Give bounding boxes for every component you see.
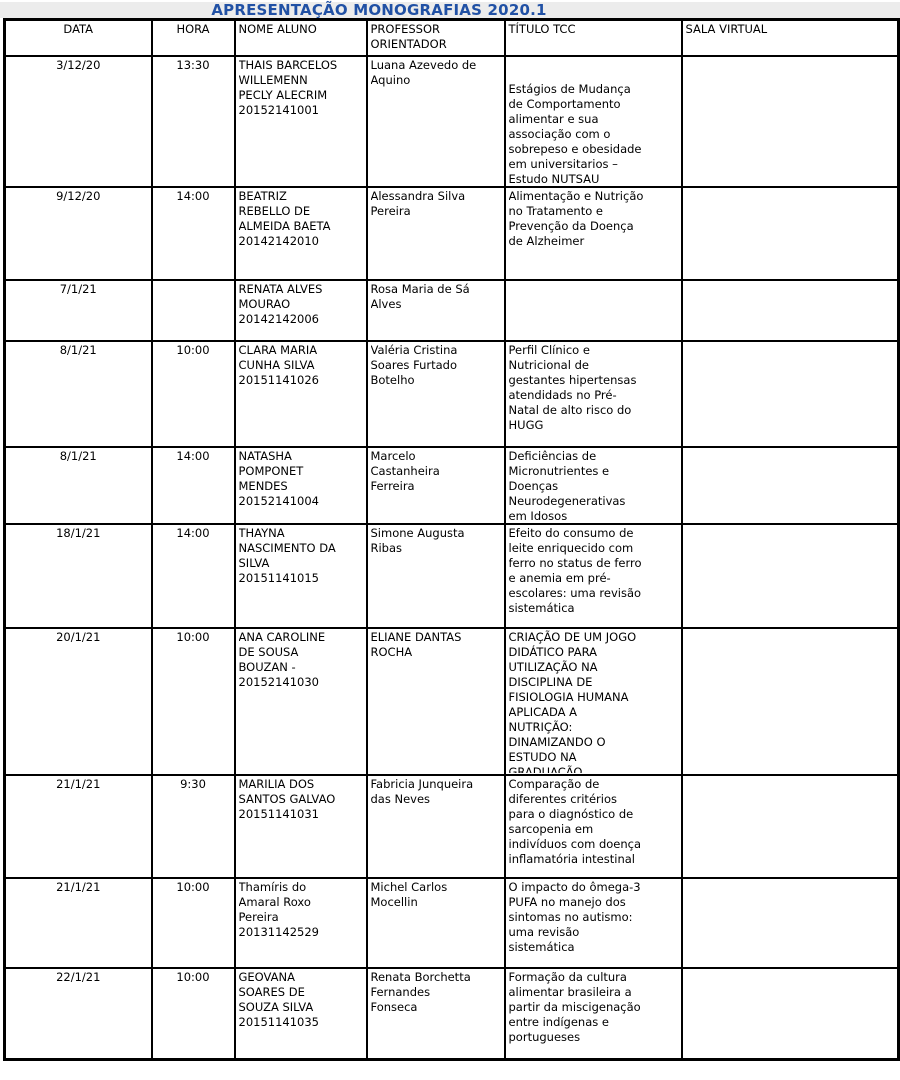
table-row: 22/1/21 10:00 GEOVANA SOARES DE SOUZA SI… xyxy=(3,967,900,1061)
cell-student: BEATRIZ REBELLO DE ALMEIDA BAETA 20142142… xyxy=(233,186,368,281)
cell-tcc-title: CRIAÇÃO DE UM JOGO DIDÁTICO PARA UTILIZA… xyxy=(503,627,683,776)
cell-tcc-title: O impacto do ômega-3 PUFA no manejo dos … xyxy=(503,877,683,969)
cell-student: RENATA ALVES MOURAO 20142142006 xyxy=(233,279,368,342)
cell-date: 22/1/21 xyxy=(3,967,153,1061)
cell-tcc-title: Alimentação e Nutrição no Tratamento e P… xyxy=(503,186,683,281)
cell-time xyxy=(150,279,236,342)
cell-time: 10:00 xyxy=(150,627,236,776)
cell-tcc-title: Deficiências de Micronutrientes e Doença… xyxy=(503,446,683,525)
cell-room xyxy=(680,627,900,776)
cell-advisor: Luana Azevedo de Aquino xyxy=(365,55,506,188)
table-row: 18/1/21 14:00 THAYNA NASCIMENTO DA SILVA… xyxy=(3,523,900,629)
cell-date: 9/12/20 xyxy=(3,186,153,281)
cell-room xyxy=(680,967,900,1061)
cell-tcc-title xyxy=(503,279,683,342)
cell-time: 13:30 xyxy=(150,55,236,188)
cell-student: CLARA MARIA CUNHA SILVA 20151141026 xyxy=(233,340,368,448)
table-header-row: DATA HORA NOME ALUNO PROFESSOR ORIENTADO… xyxy=(3,18,900,57)
cell-student: Thamíris do Amaral Roxo Pereira 201311425… xyxy=(233,877,368,969)
cell-date: 8/1/21 xyxy=(3,340,153,448)
cell-room xyxy=(680,279,900,342)
cell-time: 14:00 xyxy=(150,186,236,281)
cell-room xyxy=(680,774,900,879)
cell-room xyxy=(680,186,900,281)
cell-advisor: Fabricia Junqueira das Neves xyxy=(365,774,506,879)
header-data: DATA xyxy=(3,18,153,57)
cell-date: 21/1/21 xyxy=(3,774,153,879)
cell-student: THAIS BARCELOS WILLEMENN PECLY ALECRIM 20… xyxy=(233,55,368,188)
cell-room xyxy=(680,55,900,188)
cell-tcc-title: Comparação de diferentes critérios para … xyxy=(503,774,683,879)
cell-advisor: Rosa Maria de Sá Alves xyxy=(365,279,506,342)
cell-tcc-title: Perfil Clínico e Nutricional de gestante… xyxy=(503,340,683,448)
cell-student: NATASHA POMPONET MENDES 20152141004 xyxy=(233,446,368,525)
cell-time: 14:00 xyxy=(150,446,236,525)
cell-date: 21/1/21 xyxy=(3,877,153,969)
cell-tcc-title: Efeito do consumo de leite enriquecido c… xyxy=(503,523,683,629)
cell-time: 10:00 xyxy=(150,967,236,1061)
cell-room xyxy=(680,877,900,969)
table-row: 9/12/20 14:00 BEATRIZ REBELLO DE ALMEIDA… xyxy=(3,186,900,281)
cell-advisor: Marcelo Castanheira Ferreira xyxy=(365,446,506,525)
cell-date: 3/12/20 xyxy=(3,55,153,188)
cell-time: 10:00 xyxy=(150,340,236,448)
cell-time: 10:00 xyxy=(150,877,236,969)
cell-advisor: Michel Carlos Mocellin xyxy=(365,877,506,969)
cell-advisor: Simone Augusta Ribas xyxy=(365,523,506,629)
cell-student: THAYNA NASCIMENTO DA SILVA 20151141015 xyxy=(233,523,368,629)
cell-time: 14:00 xyxy=(150,523,236,629)
cell-date: 20/1/21 xyxy=(3,627,153,776)
header-sala-virtual: SALA VIRTUAL xyxy=(680,18,900,57)
page-title: APRESENTAÇÃO MONOGRAFIAS 2020.1 xyxy=(211,1,547,19)
header-professor-orientador: PROFESSOR ORIENTADOR xyxy=(365,18,506,57)
cell-date: 18/1/21 xyxy=(3,523,153,629)
cell-advisor: ELIANE DANTAS ROCHA xyxy=(365,627,506,776)
header-hora: HORA xyxy=(150,18,236,57)
cell-advisor: Alessandra Silva Pereira xyxy=(365,186,506,281)
monographs-schedule-table: DATA HORA NOME ALUNO PROFESSOR ORIENTADO… xyxy=(3,18,900,1061)
table-row: 20/1/21 10:00 ANA CAROLINE DE SOUSA BOUZ… xyxy=(3,627,900,776)
cell-student: MARILIA DOS SANTOS GALVAO 20151141031 xyxy=(233,774,368,879)
cell-room xyxy=(680,446,900,525)
cell-date: 8/1/21 xyxy=(3,446,153,525)
cell-time: 9:30 xyxy=(150,774,236,879)
table-row: 21/1/21 9:30 MARILIA DOS SANTOS GALVAO 20… xyxy=(3,774,900,879)
table-row: 8/1/21 10:00 CLARA MARIA CUNHA SILVA 2015… xyxy=(3,340,900,448)
table-row: 21/1/21 10:00 Thamíris do Amaral Roxo Pe… xyxy=(3,877,900,969)
cell-student: GEOVANA SOARES DE SOUZA SILVA 20151141035 xyxy=(233,967,368,1061)
table-row: 8/1/21 14:00 NATASHA POMPONET MENDES 2015… xyxy=(3,446,900,525)
cell-room xyxy=(680,340,900,448)
table-row: 7/1/21 RENATA ALVES MOURAO 20142142006 Ro… xyxy=(3,279,900,342)
table-row: 3/12/20 13:30 THAIS BARCELOS WILLEMENN P… xyxy=(3,55,900,188)
header-titulo-tcc: TÍTULO TCC xyxy=(503,18,683,57)
cell-date: 7/1/21 xyxy=(3,279,153,342)
cell-tcc-title: Formação da cultura alimentar brasileira… xyxy=(503,967,683,1061)
cell-advisor: Valéria Cristina Soares Furtado Botelho xyxy=(365,340,506,448)
cell-tcc-title: Estágios de Mudança de Comportamento ali… xyxy=(503,55,683,188)
cell-advisor: Renata Borchetta Fernandes Fonseca xyxy=(365,967,506,1061)
title-band: APRESENTAÇÃO MONOGRAFIAS 2020.1 xyxy=(0,2,900,18)
header-nome-aluno: NOME ALUNO xyxy=(233,18,368,57)
cell-room xyxy=(680,523,900,629)
cell-student: ANA CAROLINE DE SOUSA BOUZAN -2015214103… xyxy=(233,627,368,776)
